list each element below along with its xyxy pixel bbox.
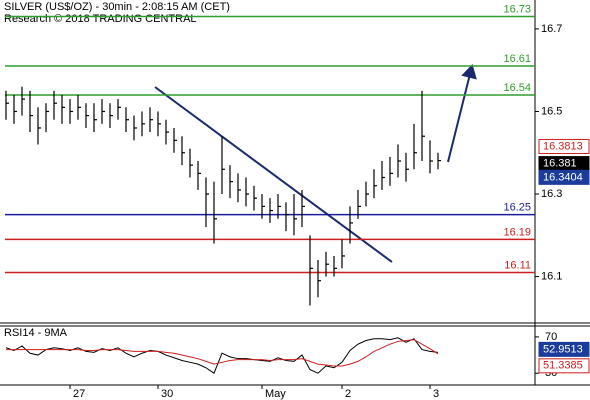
rsi-line	[5, 337, 439, 374]
level-label: 16.19	[503, 226, 531, 238]
rsi-line	[6, 339, 439, 367]
price-badge-label: 16.3813	[543, 140, 583, 152]
trend-line	[154, 86, 393, 263]
rsi-badge-label: 51.3385	[543, 360, 583, 372]
rsi-badge-label: 52.9513	[543, 343, 583, 355]
forecast-arrow	[447, 64, 477, 163]
rsi-badge	[538, 358, 590, 374]
rsi-tick-label: 70	[545, 331, 557, 343]
rsi-badge	[538, 341, 590, 357]
level-label: 16.25	[503, 202, 531, 214]
level-label: 16.73	[503, 3, 531, 15]
y-tick-label: 16.7	[541, 23, 562, 35]
x-tick-label: 3	[433, 388, 439, 400]
price-badge-label: 16.381	[543, 157, 577, 169]
y-tick-label: 16.3	[541, 188, 562, 200]
price-badge-label: 16.3404	[543, 171, 583, 183]
y-tick-label: 16.1	[541, 270, 562, 282]
price-badge	[538, 169, 590, 185]
chart-subtitle: Research © 2018 TRADING CENTRAL	[4, 13, 197, 25]
level-label: 16.61	[503, 53, 531, 65]
x-tick-label: May	[265, 388, 286, 400]
x-tick-label: 27	[73, 388, 85, 400]
rsi-title: RSI14 - 9MA	[4, 327, 68, 339]
x-tick-label: 2	[345, 388, 351, 400]
level-label: 16.54	[503, 82, 531, 94]
y-tick-label: 16.5	[541, 105, 562, 117]
price-badge	[538, 138, 590, 154]
level-label: 16.11	[504, 259, 531, 271]
x-tick-label: 30	[161, 388, 173, 400]
chart-title: SILVER (US$/OZ) - 30min - 2:08:15 AM (CE…	[4, 1, 230, 13]
